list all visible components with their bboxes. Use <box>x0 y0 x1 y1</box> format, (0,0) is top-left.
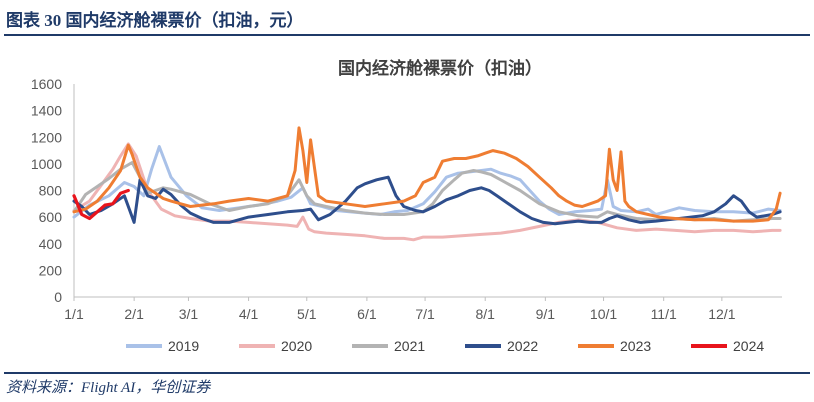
bottom-rule <box>4 372 810 374</box>
legend-label-2022: 2022 <box>507 338 538 354</box>
y-tick-label: 1400 <box>31 103 62 119</box>
y-tick-label: 200 <box>39 262 63 278</box>
series-line-2021 <box>72 161 782 223</box>
series-line-2024 <box>72 188 130 221</box>
y-tick-label: 800 <box>39 183 63 199</box>
x-tick-label: 10/1 <box>590 306 617 322</box>
x-tick-label: 4/1 <box>239 306 259 322</box>
legend-label-2023: 2023 <box>620 338 651 354</box>
x-tick-label: 3/1 <box>179 306 199 322</box>
y-tick-label: 1600 <box>31 76 62 92</box>
source-note: 资料来源：Flight AI，华创证券 <box>6 380 211 396</box>
figure-title: 图表 30 国内经济舱裸票价（扣油，元） <box>6 11 304 30</box>
y-tick-label: 0 <box>54 289 62 305</box>
y-tick-label: 1000 <box>31 156 62 172</box>
series-line-2020 <box>72 142 782 242</box>
legend-label-2021: 2021 <box>394 338 425 354</box>
y-tick-label: 1200 <box>31 129 62 145</box>
series-lines <box>72 126 782 242</box>
top-rule <box>4 34 810 36</box>
series-line-2019 <box>72 145 782 219</box>
x-tick-label: 11/1 <box>651 306 677 322</box>
y-tick-label: 400 <box>39 236 63 252</box>
x-tick-label: 2/1 <box>124 306 144 322</box>
chart-title: 国内经济舱裸票价（扣油） <box>338 58 542 78</box>
x-tick-label: 12/1 <box>708 306 735 322</box>
y-tick-label: 600 <box>39 209 63 225</box>
legend-label-2024: 2024 <box>733 338 764 354</box>
y-axis: 0 200 400 600 800 1000 1200 1400 1600 <box>31 76 75 305</box>
x-tick-label: 6/1 <box>357 306 377 322</box>
x-axis: 1/1 2/1 3/1 4/1 5/1 6/1 7/1 8/1 9/1 10/1 11/1 12/1 <box>64 296 782 322</box>
x-tick-label: 1/1 <box>64 306 84 322</box>
x-tick-label: 8/1 <box>475 306 495 322</box>
figure-header: 图表 30 国内经济舱裸票价（扣油，元） <box>0 0 814 34</box>
legend: 2019 2020 2021 2022 2023 2024 <box>126 338 764 354</box>
legend-label-2019: 2019 <box>168 338 199 354</box>
legend-label-2020: 2020 <box>281 338 312 354</box>
x-tick-label: 9/1 <box>536 306 556 322</box>
series-line-2023 <box>72 126 782 223</box>
x-tick-label: 5/1 <box>297 306 317 322</box>
x-tick-label: 7/1 <box>415 306 435 322</box>
